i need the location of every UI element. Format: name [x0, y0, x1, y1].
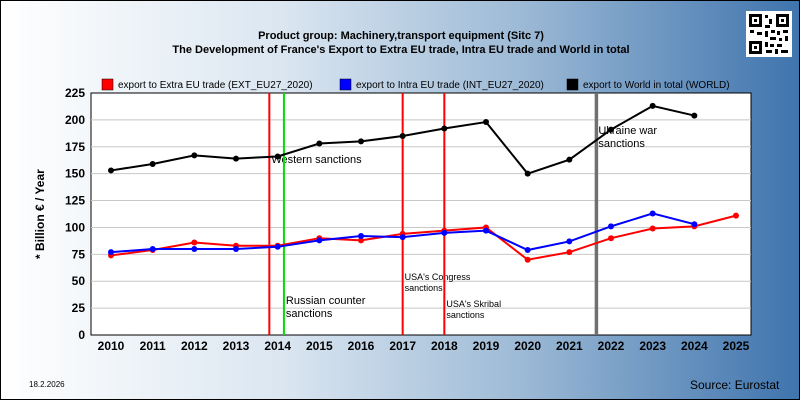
data-point — [399, 234, 406, 241]
x-tick-label: 2024 — [681, 339, 708, 353]
data-point — [566, 156, 573, 163]
y-tick-label: 75 — [72, 247, 86, 261]
x-tick-label: 2019 — [473, 339, 500, 353]
y-tick-label: 175 — [65, 140, 85, 154]
x-axis-ticks: 2010 2011 2012 2013 2014 2015 2016 2017 2018 2019… — [98, 339, 750, 353]
x-tick-label: 2018 — [431, 339, 458, 353]
y-tick-label: 150 — [65, 167, 85, 181]
data-point — [524, 247, 531, 254]
y-tick-label: 125 — [65, 194, 85, 208]
svg-text:export to Intra EU trade (INT_: export to Intra EU trade (INT_EU27_2020) — [356, 80, 544, 91]
data-point — [524, 256, 531, 263]
y-tick-label: 100 — [65, 220, 85, 234]
event-label: Russian counter sanctions — [286, 295, 366, 320]
qr-code-icon — [746, 11, 792, 57]
event-label: USA's Skribal sanctions — [446, 299, 501, 320]
data-point — [483, 119, 489, 126]
data-point — [233, 155, 239, 162]
legend-item-intra-eu: export to Intra EU trade (INT_EU27_2020) — [339, 78, 544, 91]
svg-text:export to Extra EU trade (EXT_: export to Extra EU trade (EXT_EU27_2020) — [118, 80, 313, 91]
data-point — [399, 133, 406, 140]
x-tick-label: 2015 — [306, 339, 333, 353]
data-point — [316, 140, 323, 147]
data-series — [108, 102, 739, 263]
data-point — [316, 237, 323, 244]
x-tick-label: 2016 — [348, 339, 375, 353]
event-label: USA's Congress sanctions — [405, 272, 471, 293]
data-point — [691, 112, 698, 119]
data-point — [566, 238, 573, 245]
data-point — [608, 223, 614, 230]
data-point — [191, 245, 198, 252]
data-point — [441, 229, 448, 236]
data-point — [733, 212, 739, 219]
series-line — [110, 214, 737, 261]
data-point — [691, 221, 698, 228]
legend: export to Extra EU trade (EXT_EU27_2020)… — [101, 78, 730, 91]
x-tick-label: 2013 — [223, 339, 250, 353]
x-tick-label: 2020 — [514, 339, 541, 353]
data-point — [524, 170, 531, 177]
source-credit: Source: Eurostat — [690, 378, 780, 392]
y-tick-label: 25 — [72, 301, 86, 315]
x-tick-label: 2011 — [140, 339, 166, 353]
x-tick-label: 2022 — [598, 339, 625, 353]
x-tick-label: 2010 — [98, 339, 125, 353]
data-point — [191, 152, 198, 159]
x-tick-label: 2023 — [639, 339, 666, 353]
y-tick-label: 200 — [65, 113, 85, 127]
x-tick-label: 2012 — [181, 339, 208, 353]
data-point — [108, 249, 114, 256]
data-point — [441, 125, 448, 132]
data-point — [274, 153, 281, 160]
footer-date: 18.2.2026 — [29, 380, 65, 389]
data-point — [108, 167, 114, 174]
event-label: Western sanctions — [271, 154, 362, 166]
data-point — [358, 237, 364, 244]
legend-item-world: export to World in total (WORLD) — [566, 78, 730, 91]
data-point — [649, 102, 656, 109]
data-point — [608, 235, 614, 242]
y-tick-label: 225 — [65, 86, 85, 100]
data-point — [149, 245, 156, 252]
data-point — [191, 239, 198, 246]
x-tick-label: 2017 — [389, 339, 416, 353]
data-point — [149, 160, 156, 167]
data-point — [358, 233, 364, 240]
x-tick-label: 2025 — [723, 339, 750, 353]
y-axis-label: * Billion € / Year — [33, 169, 47, 259]
x-tick-label: 2014 — [264, 339, 291, 353]
data-point — [358, 138, 364, 145]
data-point — [233, 245, 239, 252]
data-point — [274, 243, 281, 250]
data-point — [649, 225, 656, 232]
y-tick-label: 0 — [78, 328, 85, 342]
svg-text:export to World in total (WORL: export to World in total (WORLD) — [583, 80, 730, 91]
chart-title: Product group: Machinery,transport equip… — [258, 30, 544, 42]
gridlines — [91, 119, 751, 309]
y-tick-label: 50 — [72, 274, 86, 288]
y-axis-ticks: 0 25 50 75 100 125 150 175 200 225 — [65, 86, 85, 342]
x-tick-label: 2021 — [556, 339, 583, 353]
data-point — [483, 227, 489, 234]
chart-subtitle: The Development of France's Export to Ex… — [172, 44, 629, 56]
event-markers: Western sanctions Russian counter sanction… — [268, 93, 657, 335]
data-point — [566, 249, 573, 256]
legend-item-extra-eu: export to Extra EU trade (EXT_EU27_2020) — [101, 78, 313, 91]
data-point — [608, 126, 614, 133]
data-point — [649, 210, 656, 217]
